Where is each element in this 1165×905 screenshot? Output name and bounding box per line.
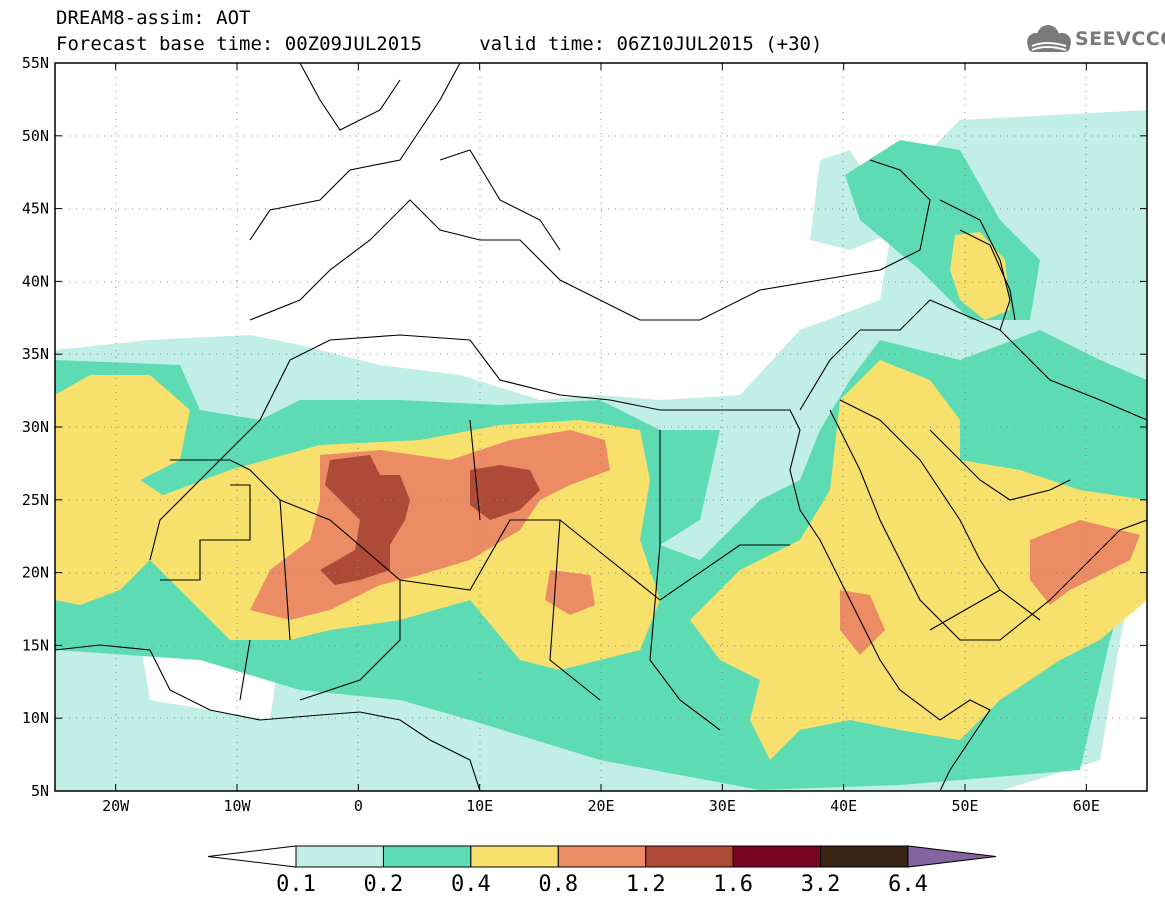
lat-tick-label: 10N [22,709,49,727]
lat-tick-label: 5N [31,782,49,800]
colorbar-label: 3.2 [800,872,841,897]
logo-text: SEEVCCC [1075,28,1165,50]
lon-tick-label: 50E [951,797,978,815]
colorbar-label: 0.2 [363,872,404,897]
lat-tick-label: 50N [22,127,49,145]
lon-tick-label: 20W [102,797,130,815]
axis-ticks [55,62,1147,792]
colorbar-swatch [557,845,647,868]
grid-lines [55,63,1147,791]
lon-tick-label: 40E [830,797,857,815]
lon-tick-label: 10W [223,797,251,815]
colorbar-label: 0.8 [538,872,579,897]
lon-tick-label: 20E [587,797,614,815]
colorbar-label: 1.2 [625,872,666,897]
lon-tick-label: 0 [354,797,363,815]
forecast-time-line: Forecast base time: 00Z09JUL2015 valid t… [56,33,823,55]
colorbar-swatch [645,845,734,868]
aot-band-1.2 [320,455,540,585]
colorbar-swatch [382,845,472,868]
cloud-logo-icon [1027,25,1071,52]
lat-tick-label: 20N [22,564,49,582]
axis-labels: 20W 10W 0 10E 20E 30E 40E 50E 60E 55N 50N 45N 40N 35N… [22,54,1100,815]
colorbar-label: 6.4 [888,872,928,897]
colorbar-swatch [470,845,559,868]
lat-tick-label: 30N [22,418,49,436]
coastlines [55,63,1147,791]
lat-tick-label: 55N [22,54,49,72]
colorbar-label: 0.4 [450,872,491,897]
colorbar-high-arrow [907,845,997,868]
lat-tick-label: 35N [22,345,49,363]
colorbar [207,845,997,868]
lon-tick-label: 10E [466,797,493,815]
colorbar-swatch [820,845,909,868]
lat-tick-label: 15N [22,636,49,654]
colorbar-swatch [732,845,822,868]
lon-tick-label: 60E [1073,797,1100,815]
colorbar-swatch [295,845,384,868]
map-title: DREAM8-assim: AOT [56,7,251,29]
colorbar-label: 0.1 [276,872,316,897]
lat-tick-label: 25N [22,491,49,509]
colorbar-low-arrow [207,845,297,868]
lat-tick-label: 40N [22,272,49,290]
lon-tick-label: 30E [709,797,736,815]
lat-tick-label: 45N [22,200,49,218]
colorbar-label: 1.6 [713,872,754,897]
